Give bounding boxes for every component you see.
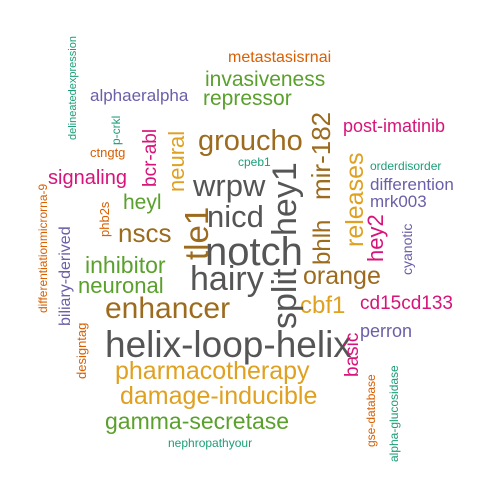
word-signaling: signaling [48, 167, 127, 189]
word-neural: neural [164, 130, 189, 192]
word-damage-inducible: damage-inducible [120, 382, 318, 410]
word-groucho: groucho [198, 125, 303, 157]
word-cpeb1: cpeb1 [238, 155, 271, 169]
word-neuronal: neuronal [78, 273, 164, 298]
word-notch: notch [205, 230, 303, 274]
word-basic: basic [342, 332, 363, 377]
word-split: split [266, 268, 304, 329]
word-bhlh: bhlh [309, 219, 336, 265]
word-alpha-glucosidase: alpha-glucosidase [387, 365, 401, 462]
word-nicd: nicd [207, 199, 264, 234]
word-hey2: hey2 [363, 214, 388, 262]
word-mrk003: mrk003 [370, 192, 427, 211]
word-nephropathyour: nephropathyour [168, 436, 253, 450]
word-designtag: designtag [74, 322, 89, 379]
word-differentiationmicrorna-9: differentiationmicrorna-9 [36, 183, 50, 313]
word-repressor: repressor [203, 87, 292, 110]
word-helix-loop-helix: helix-loop-helix [105, 324, 352, 365]
word-biliary-derived: biliary-derived [57, 226, 74, 326]
word-hey1: hey1 [266, 162, 304, 236]
word-hairy: hairy [190, 260, 264, 298]
word-post-imatinib: post-imatinib [343, 116, 446, 136]
word-pharmacotherapy: pharmacotherapy [115, 357, 310, 385]
word-cd15cd133: cd15cd133 [360, 293, 453, 314]
word-tle1: tle1 [178, 206, 215, 260]
word-cyanotic: cyanotic [399, 223, 415, 275]
word-metastasisrnai: metastasisrnai [228, 49, 332, 66]
word-perron: perron [360, 321, 413, 341]
word-p-crkl: p-crkl [109, 115, 123, 145]
word-nscs: nscs [118, 218, 172, 248]
word-bcr-abl: bcr-abl [140, 128, 161, 187]
word-gamma-secretase: gamma-secretase [105, 408, 290, 434]
word-ctngtg: ctngtg [90, 145, 126, 160]
word-phb2s: phb2s [97, 201, 112, 237]
word-wrpw: wrpw [193, 168, 266, 203]
word-orange: orange [303, 262, 381, 290]
word-delineatedexpression: delineatedexpression [67, 36, 79, 140]
word-mir-182: mir-182 [306, 111, 336, 200]
word-inhibitor: inhibitor [85, 252, 166, 278]
word-enhancer: enhancer [105, 292, 231, 325]
word-orderdisorder: orderdisorder [370, 159, 442, 173]
word-heyl: heyl [123, 191, 162, 214]
word-invasiveness: invasiveness [205, 68, 326, 91]
word-differention: differention [370, 175, 454, 194]
word-alphaeralpha: alphaeralpha [90, 86, 189, 105]
word-cbf1: cbf1 [300, 292, 346, 319]
word-gse-database: gse-database [364, 374, 378, 447]
